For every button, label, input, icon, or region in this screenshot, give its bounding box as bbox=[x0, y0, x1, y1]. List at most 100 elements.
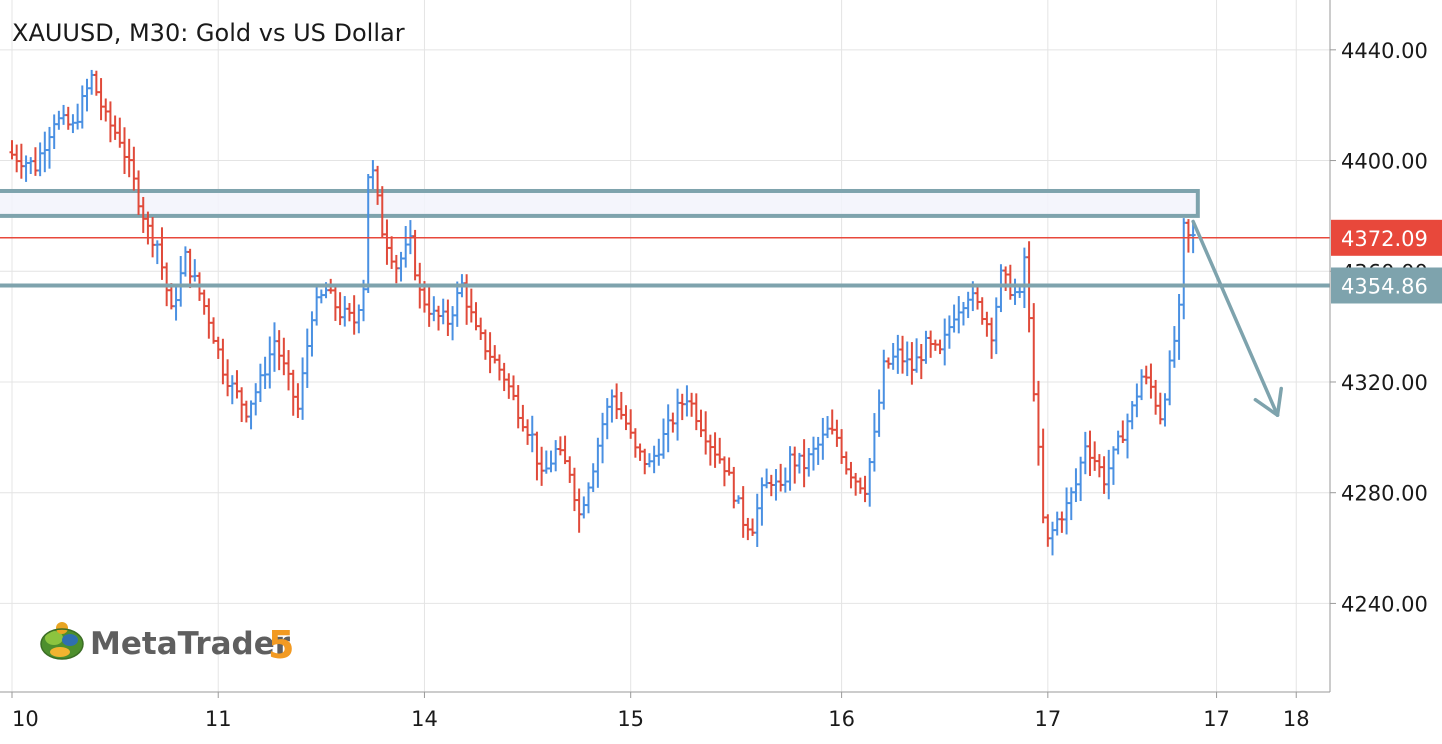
time-axis[interactable]: 10 11 14 15 16 17 17 18 bbox=[11, 692, 1310, 731]
ohlc-bar bbox=[1129, 401, 1135, 430]
ohlc-bar bbox=[65, 106, 71, 130]
ohlc-bar bbox=[18, 143, 24, 179]
ohlc-bar bbox=[1035, 380, 1041, 466]
ohlc-bar bbox=[468, 288, 474, 323]
ohlc-bar bbox=[567, 456, 573, 483]
ohlc-bar bbox=[810, 436, 816, 471]
ohlc-bar bbox=[267, 336, 273, 389]
ohlc-bar bbox=[309, 311, 315, 357]
ohlc-bar bbox=[234, 370, 240, 399]
ohlc-bar bbox=[829, 409, 835, 435]
ohlc-bar bbox=[834, 419, 840, 447]
y-tick-label: 4280.00 bbox=[1341, 482, 1428, 506]
ohlc-bar bbox=[885, 357, 891, 369]
ohlc-bar bbox=[257, 363, 263, 402]
ohlc-bar bbox=[473, 302, 479, 331]
ohlc-bar bbox=[778, 463, 784, 492]
ohlc-bar bbox=[998, 264, 1004, 313]
ohlc-bar bbox=[276, 330, 282, 371]
ohlc-bar bbox=[1143, 365, 1149, 385]
ohlc-bar bbox=[506, 373, 512, 399]
ohlc-bar bbox=[1087, 430, 1093, 476]
ohlc-bar bbox=[42, 131, 48, 173]
ohlc-bar bbox=[304, 328, 310, 388]
ohlc-bar bbox=[1134, 383, 1140, 418]
ohlc-bar bbox=[511, 375, 517, 401]
ohlc-bar bbox=[604, 398, 610, 440]
ohlc-bar bbox=[436, 305, 442, 331]
ohlc-bar bbox=[79, 85, 85, 129]
ohlc-bar bbox=[379, 186, 385, 238]
ohlc-bar bbox=[1176, 293, 1182, 360]
ohlc-bar bbox=[140, 196, 146, 233]
ohlc-bar bbox=[979, 297, 985, 325]
ohlc-bar bbox=[745, 517, 751, 541]
ohlc-bar bbox=[281, 337, 287, 376]
y-tick-label: 4320.00 bbox=[1341, 371, 1428, 395]
ohlc-bar bbox=[951, 304, 957, 333]
ohlc-bar bbox=[703, 411, 709, 455]
ohlc-bar bbox=[342, 296, 348, 327]
support-price-tag bbox=[1331, 267, 1442, 304]
arrow-shaft bbox=[1191, 219, 1280, 417]
ohlc-bar bbox=[801, 439, 807, 488]
ohlc-bar bbox=[867, 458, 873, 507]
ohlc-bar bbox=[876, 389, 882, 437]
ohlc-bar bbox=[46, 126, 52, 169]
x-tick-label: 17 bbox=[1203, 707, 1230, 731]
ohlc-bar bbox=[768, 474, 774, 497]
metatrader-logo-icon bbox=[40, 622, 84, 660]
x-tick-label: 14 bbox=[411, 707, 438, 731]
ohlc-bar bbox=[993, 297, 999, 355]
ohlc-bar bbox=[693, 393, 699, 431]
ohlc-bar bbox=[857, 477, 863, 494]
ohlc-bar bbox=[637, 443, 643, 461]
ohlc-bar bbox=[487, 332, 493, 374]
ohlc-bar bbox=[928, 330, 934, 358]
ohlc-bar bbox=[243, 400, 249, 423]
annotation-layer bbox=[0, 188, 1200, 218]
ohlc-bar bbox=[398, 251, 404, 282]
ohlc-bar bbox=[796, 452, 802, 474]
ohlc-bar bbox=[689, 392, 695, 417]
ohlc-bar bbox=[839, 429, 845, 464]
ohlc-bar bbox=[1050, 521, 1056, 556]
ohlc-bar bbox=[337, 292, 343, 326]
ohlc-bar bbox=[426, 286, 432, 327]
ohlc-bar bbox=[881, 349, 887, 410]
ohlc-bar bbox=[445, 299, 451, 337]
ohlc-bar bbox=[609, 389, 615, 423]
ohlc-bar bbox=[295, 383, 301, 419]
ohlc-bar bbox=[332, 284, 338, 321]
ohlc-bar bbox=[159, 227, 165, 280]
ohlc-bar bbox=[586, 482, 592, 514]
ohlc-bar bbox=[1068, 487, 1074, 521]
ohlc-bar bbox=[782, 467, 788, 493]
ohlc-bar bbox=[660, 418, 666, 459]
projection-arrow bbox=[1191, 219, 1283, 417]
ohlc-bar bbox=[290, 369, 296, 416]
ohlc-bar bbox=[1017, 286, 1023, 298]
support-price-label: 4354.86 bbox=[1341, 274, 1428, 298]
ohlc-bar bbox=[454, 281, 460, 327]
ohlc-bar bbox=[543, 450, 549, 474]
ohlc-bar bbox=[107, 101, 113, 143]
ohlc-bar bbox=[712, 432, 718, 468]
ohlc-bar bbox=[9, 140, 15, 160]
ohlc-bar bbox=[225, 359, 231, 397]
x-tick-label: 17 bbox=[1034, 707, 1061, 731]
ohlc-bar bbox=[23, 155, 29, 182]
ohlc-bar bbox=[389, 236, 395, 269]
ohlc-bar bbox=[384, 219, 390, 265]
ohlc-bar bbox=[1059, 511, 1065, 533]
y-tick-label: 4400.00 bbox=[1341, 150, 1428, 174]
ohlc-bar bbox=[895, 334, 901, 374]
ohlc-bar bbox=[557, 436, 563, 456]
ohlc-bar bbox=[923, 330, 929, 364]
ohlc-bar bbox=[1157, 392, 1163, 425]
ohlc-bar bbox=[965, 291, 971, 319]
ohlc-bar bbox=[975, 284, 981, 310]
ohlc-bar bbox=[656, 438, 662, 466]
